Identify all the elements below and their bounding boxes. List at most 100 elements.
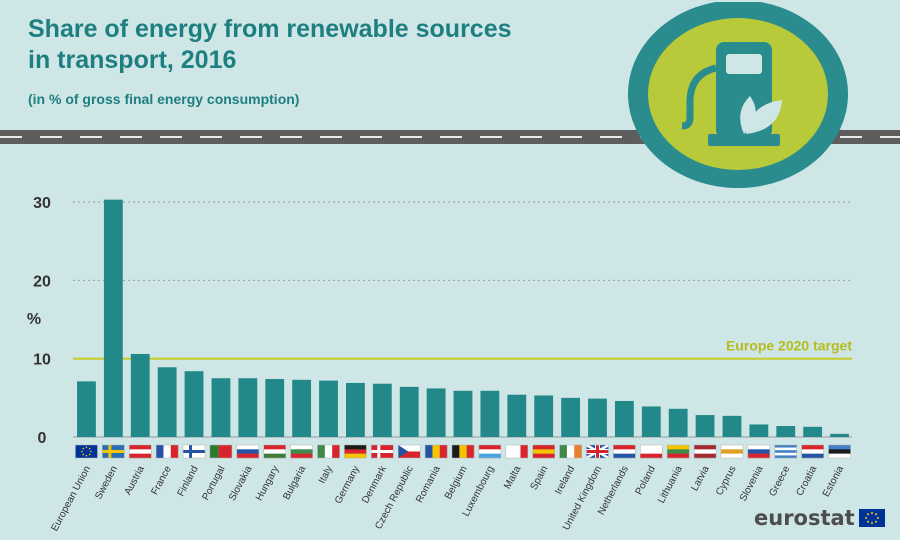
- x-tick-label-cyprus: Cyprus: [714, 464, 739, 497]
- bar-finland: [184, 371, 204, 437]
- bar-france: [157, 367, 177, 437]
- x-tick-label-slovakia: Slovakia: [227, 464, 255, 503]
- x-tick-label-sweden: Sweden: [93, 464, 120, 501]
- x-tick-label-hungary: Hungary: [254, 464, 281, 503]
- target-label: Europe 2020 target: [726, 338, 852, 354]
- x-tick-label-denmark: Denmark: [360, 463, 389, 505]
- flag-finland-icon: [182, 444, 206, 459]
- bar-romania: [426, 388, 446, 437]
- flag-croatia-icon: [801, 444, 824, 459]
- flag-czech-republic-icon: [397, 444, 421, 459]
- bar-hungary: [265, 379, 285, 437]
- bar-latvia: [695, 415, 715, 437]
- bar-slovakia: [238, 378, 258, 437]
- bar-estonia: [830, 433, 849, 437]
- y-tick-label-10: 10: [33, 352, 51, 369]
- leaf-icon: [740, 96, 782, 134]
- x-tick-label-france: France: [149, 464, 174, 497]
- flag-latvia-icon: [693, 444, 717, 459]
- eurostat-logo: eurostat: [754, 506, 885, 530]
- flag-hungary-icon: [263, 444, 286, 459]
- flag-italy-icon: [317, 444, 340, 459]
- y-tick-label-20: 20: [33, 273, 51, 290]
- x-tick-label-croatia: Croatia: [794, 464, 819, 498]
- eu-flag-icon: [858, 509, 885, 527]
- chart-subtitle: (in % of gross final energy consumption): [28, 91, 300, 107]
- x-tick-label-finland: Finland: [176, 464, 201, 498]
- x-tick-label-italy: Italy: [317, 464, 335, 485]
- flag-cyprus-icon: [720, 444, 744, 459]
- x-tick-label-ireland: Ireland: [553, 464, 577, 496]
- x-tick-label-poland: Poland: [634, 464, 658, 497]
- x-tick-label-germany: Germany: [333, 464, 362, 505]
- x-tick-label-belgium: Belgium: [443, 464, 470, 501]
- eurostat-logo-text: eurostat: [754, 506, 855, 530]
- x-tick-label-malta: Malta: [502, 464, 523, 491]
- flag-sweden-icon: [102, 444, 125, 459]
- bar-ireland: [561, 397, 580, 437]
- bar-portugal: [211, 378, 231, 437]
- y-axis-label: %: [27, 311, 41, 328]
- x-tick-label-latvia: Latvia: [689, 464, 711, 493]
- y-tick-label-0: 0: [38, 430, 47, 447]
- bar-croatia: [803, 426, 823, 437]
- flag-bulgaria-icon: [290, 444, 313, 459]
- x-tick-label-portugal: Portugal: [200, 464, 227, 502]
- bar-bulgaria: [292, 379, 312, 437]
- flag-denmark-icon: [371, 444, 394, 459]
- bar-netherlands: [614, 400, 634, 437]
- bar-sweden: [103, 199, 123, 437]
- flag-slovenia-icon: [747, 444, 771, 459]
- x-tick-label-slovenia: Slovenia: [738, 464, 766, 503]
- bar-malta: [507, 394, 527, 437]
- road-lane-markings: [0, 136, 900, 138]
- x-tick-label-spain: Spain: [529, 464, 551, 492]
- x-tick-label-european-union: European Union: [49, 464, 93, 533]
- x-tick-label-romania: Romania: [414, 464, 443, 505]
- flag-romania-icon: [424, 444, 448, 459]
- x-tick-label-lithuania: Lithuania: [656, 464, 685, 505]
- x-tick-label-austria: Austria: [123, 464, 148, 497]
- flag-european-union-icon: [75, 444, 98, 459]
- bar-austria: [130, 353, 150, 437]
- flag-united-kingdom-icon: [585, 443, 610, 460]
- flag-poland-icon: [640, 444, 663, 459]
- flag-luxembourg-icon: [478, 444, 502, 459]
- flag-greece-icon: [774, 444, 798, 459]
- flag-austria-icon: [128, 444, 152, 459]
- bar-european-union: [77, 381, 96, 437]
- bar-slovenia: [749, 424, 769, 437]
- bar-germany: [346, 382, 365, 437]
- flag-estonia-icon: [828, 444, 851, 459]
- flag-ireland-icon: [559, 444, 582, 459]
- x-tick-label-estonia: Estonia: [821, 464, 847, 499]
- flag-netherlands-icon: [613, 444, 636, 459]
- flag-spain-icon: [532, 444, 555, 459]
- x-tick-label-greece: Greece: [767, 464, 792, 499]
- y-tick-label-30: 30: [33, 195, 51, 212]
- bar-poland: [641, 406, 661, 437]
- flag-germany-icon: [344, 444, 367, 459]
- bar-cyprus: [722, 415, 742, 437]
- bar-denmark: [372, 383, 392, 437]
- flag-malta-icon: [505, 444, 529, 459]
- fuel-pump-badge-icon: [628, 2, 848, 188]
- flag-lithuania-icon: [666, 444, 690, 459]
- bar-italy: [319, 380, 338, 437]
- bar-united-kingdom: [588, 398, 607, 437]
- bar-luxembourg: [480, 390, 500, 437]
- flag-france-icon: [155, 444, 179, 459]
- bar-belgium: [453, 390, 473, 437]
- bar-czech-republic: [399, 386, 419, 437]
- bar-greece: [776, 426, 796, 437]
- bar-lithuania: [668, 408, 688, 437]
- chart-title-line-1: Share of energy from renewable sources: [28, 15, 512, 43]
- chart-title: Share of energy from renewable sources i…: [28, 14, 608, 76]
- x-tick-label-bulgaria: Bulgaria: [281, 464, 308, 502]
- chart-title-line-2: in transport, 2016: [28, 46, 237, 74]
- flag-slovakia-icon: [236, 444, 260, 459]
- bar-spain: [534, 395, 554, 437]
- flag-belgium-icon: [451, 444, 475, 459]
- flag-portugal-icon: [209, 444, 233, 459]
